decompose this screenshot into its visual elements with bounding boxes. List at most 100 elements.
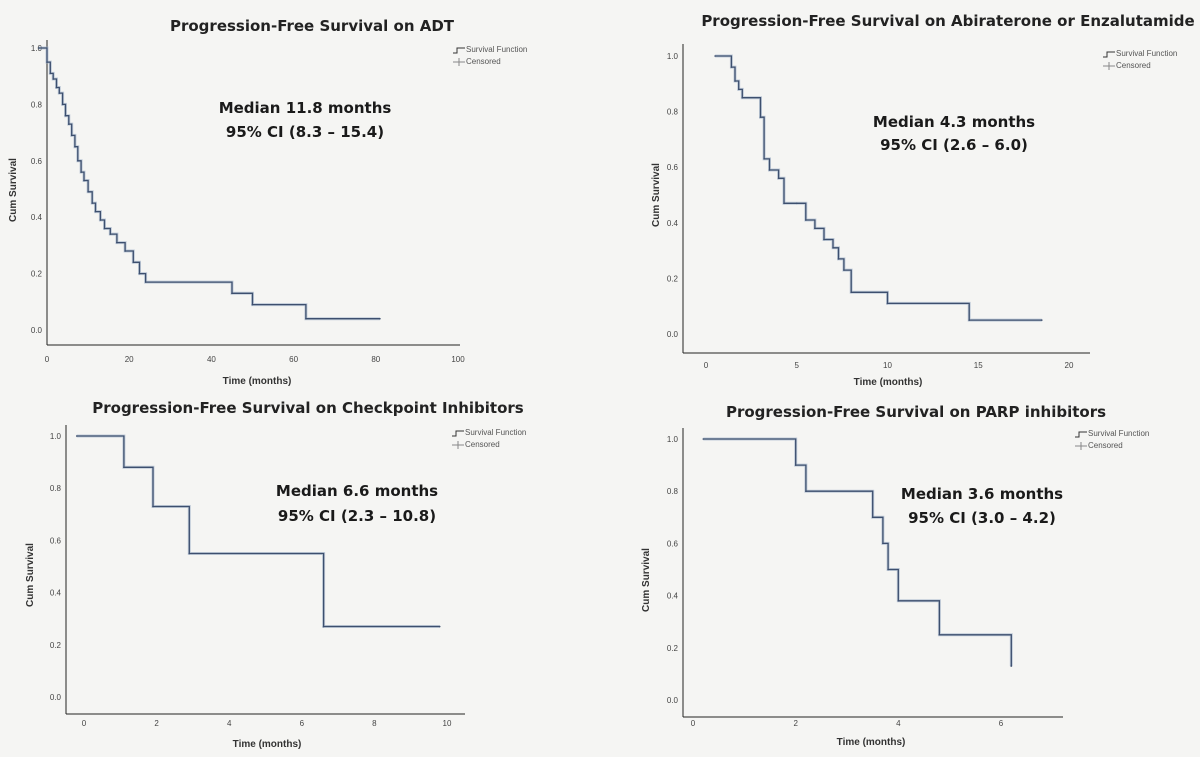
legend-survival-symbol bbox=[453, 47, 465, 54]
y-tick-label: 0.6 bbox=[667, 163, 679, 172]
survival-point bbox=[741, 96, 744, 99]
survival-point bbox=[67, 123, 70, 125]
survival-point bbox=[124, 250, 126, 252]
survival-point bbox=[123, 466, 125, 469]
y-tick-label: 1.0 bbox=[31, 44, 43, 53]
legend-censored-symbol bbox=[453, 58, 465, 66]
survival-point bbox=[305, 317, 307, 320]
survival-point bbox=[80, 171, 82, 173]
legend-survival-symbol bbox=[452, 430, 464, 437]
survival-point bbox=[795, 202, 798, 205]
survival-point bbox=[850, 291, 852, 294]
x-tick-label: 60 bbox=[289, 355, 298, 364]
chart-title: Progression-Free Survival on ADT bbox=[170, 17, 455, 35]
survival-point bbox=[37, 47, 40, 49]
survival-point bbox=[55, 86, 58, 89]
survival-point bbox=[231, 292, 233, 295]
legend-censored-label: Censored bbox=[465, 440, 500, 449]
y-axis-label: Cum Survival bbox=[641, 548, 652, 612]
survival-point bbox=[730, 66, 733, 68]
survival-point bbox=[763, 158, 765, 160]
survival-point bbox=[144, 281, 147, 283]
x-axis-label: Time (months) bbox=[837, 737, 906, 748]
survival-point bbox=[46, 61, 48, 63]
x-axis-label: Time (months) bbox=[223, 376, 292, 387]
x-tick-label: 100 bbox=[451, 355, 465, 364]
panel-adt: 0.0 0.2 0.4 0.6 0.8 1.0 0 20 40 60 80 100 Time (mont… bbox=[8, 17, 527, 387]
survival-point bbox=[805, 219, 807, 221]
survival-point bbox=[77, 160, 79, 162]
survival-point bbox=[61, 103, 64, 106]
survival-point bbox=[75, 435, 78, 437]
survival-point bbox=[1040, 319, 1043, 321]
survival-point bbox=[103, 227, 106, 230]
survival-point bbox=[968, 319, 970, 321]
survival-curve-shadow bbox=[38, 46, 380, 321]
panel-parp: 0.0 0.2 0.4 0.6 0.8 1.0 0 2 4 6 Time (months) Cum S… bbox=[641, 403, 1149, 748]
chart-title: Progression-Free Survival on PARP inhibi… bbox=[726, 403, 1106, 421]
survival-point bbox=[777, 177, 780, 180]
y-tick-label: 0.8 bbox=[31, 100, 43, 109]
y-tick-label: 0.0 bbox=[667, 696, 679, 705]
survival-point bbox=[109, 233, 112, 235]
x-tick-label: 6 bbox=[999, 719, 1004, 728]
survival-point bbox=[83, 179, 85, 182]
survival-point bbox=[70, 134, 73, 137]
survival-point bbox=[832, 247, 834, 249]
chart-title: Progression-Free Survival on Abiraterone… bbox=[701, 12, 1194, 30]
median-annotation: Median 4.3 months bbox=[873, 113, 1035, 131]
survival-point bbox=[823, 238, 825, 241]
ci-annotation: 95% CI (3.0 – 4.2) bbox=[908, 509, 1056, 527]
survival-point bbox=[737, 88, 740, 91]
survival-point bbox=[794, 464, 797, 466]
y-tick-label: 0.2 bbox=[667, 274, 679, 283]
median-annotation: Median 6.6 months bbox=[276, 482, 438, 500]
y-tick-label: 0.4 bbox=[667, 592, 679, 601]
survival-point bbox=[897, 600, 900, 602]
survival-point bbox=[938, 633, 941, 636]
x-tick-label: 5 bbox=[795, 361, 800, 370]
x-tick-label: 10 bbox=[443, 719, 452, 728]
survival-point bbox=[138, 272, 141, 275]
x-tick-label: 80 bbox=[371, 355, 380, 364]
y-tick-label: 0.2 bbox=[667, 644, 679, 653]
survival-curve bbox=[38, 47, 380, 320]
legend-censored-label: Censored bbox=[466, 57, 501, 66]
y-tick-label: 0.6 bbox=[667, 539, 679, 548]
y-tick-label: 1.0 bbox=[667, 52, 679, 61]
legend-censored-label: Censored bbox=[1088, 441, 1123, 450]
survival-point bbox=[64, 114, 67, 117]
survival-point bbox=[74, 145, 76, 148]
y-tick-label: 0.0 bbox=[667, 330, 679, 339]
y-tick-label: 0.8 bbox=[50, 484, 62, 493]
y-axis-label: Cum Survival bbox=[25, 543, 36, 607]
survival-curve bbox=[715, 55, 1042, 321]
x-tick-label: 20 bbox=[1065, 361, 1074, 370]
median-annotation: Median 3.6 months bbox=[901, 485, 1063, 503]
y-axis-label: Cum Survival bbox=[651, 163, 662, 227]
x-tick-label: 6 bbox=[300, 719, 305, 728]
survival-point bbox=[714, 55, 716, 57]
x-tick-label: 10 bbox=[883, 361, 892, 370]
survival-curve-shadow bbox=[76, 434, 440, 628]
ci-annotation: 95% CI (2.6 – 6.0) bbox=[880, 136, 1028, 154]
y-tick-label: 0.8 bbox=[667, 108, 679, 117]
legend-survival-label: Survival Function bbox=[1088, 429, 1149, 438]
legend-survival-symbol bbox=[1103, 51, 1115, 58]
survival-point bbox=[887, 568, 889, 571]
x-tick-label: 2 bbox=[154, 719, 159, 728]
survival-point bbox=[94, 210, 97, 213]
survival-point bbox=[1010, 665, 1013, 667]
legend-censored-symbol bbox=[452, 441, 464, 449]
survival-point bbox=[768, 169, 771, 171]
x-tick-label: 0 bbox=[82, 719, 87, 728]
legend-censored-symbol bbox=[1103, 62, 1115, 70]
y-tick-label: 0.2 bbox=[50, 641, 62, 650]
x-tick-label: 0 bbox=[704, 361, 709, 370]
x-tick-label: 2 bbox=[793, 719, 798, 728]
survival-point bbox=[814, 227, 816, 230]
y-tick-label: 0.0 bbox=[50, 693, 62, 702]
y-tick-label: 0.4 bbox=[667, 219, 679, 228]
y-tick-label: 1.0 bbox=[50, 432, 62, 441]
